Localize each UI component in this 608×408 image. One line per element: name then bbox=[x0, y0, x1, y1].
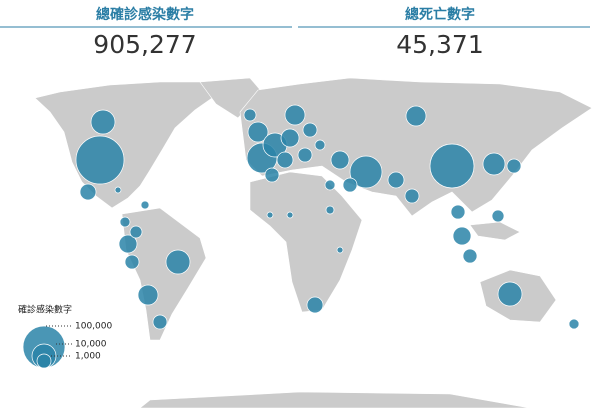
confirmed-value: 905,277 bbox=[93, 30, 196, 59]
deaths-value: 45,371 bbox=[396, 30, 483, 59]
legend-label: 10,000 bbox=[75, 340, 107, 350]
legend: 確診感染數字 100,000 10,000 1,000 bbox=[18, 304, 112, 369]
confirmed-title: 總確診感染數字 bbox=[96, 6, 194, 23]
deaths-title: 總死亡數字 bbox=[405, 6, 475, 23]
legend-circle bbox=[36, 353, 52, 369]
bubbles bbox=[75, 104, 580, 330]
legend-label: 100,000 bbox=[75, 322, 112, 332]
legend-label: 1,000 bbox=[75, 352, 101, 362]
legend-title: 確診感染數字 bbox=[18, 304, 72, 316]
